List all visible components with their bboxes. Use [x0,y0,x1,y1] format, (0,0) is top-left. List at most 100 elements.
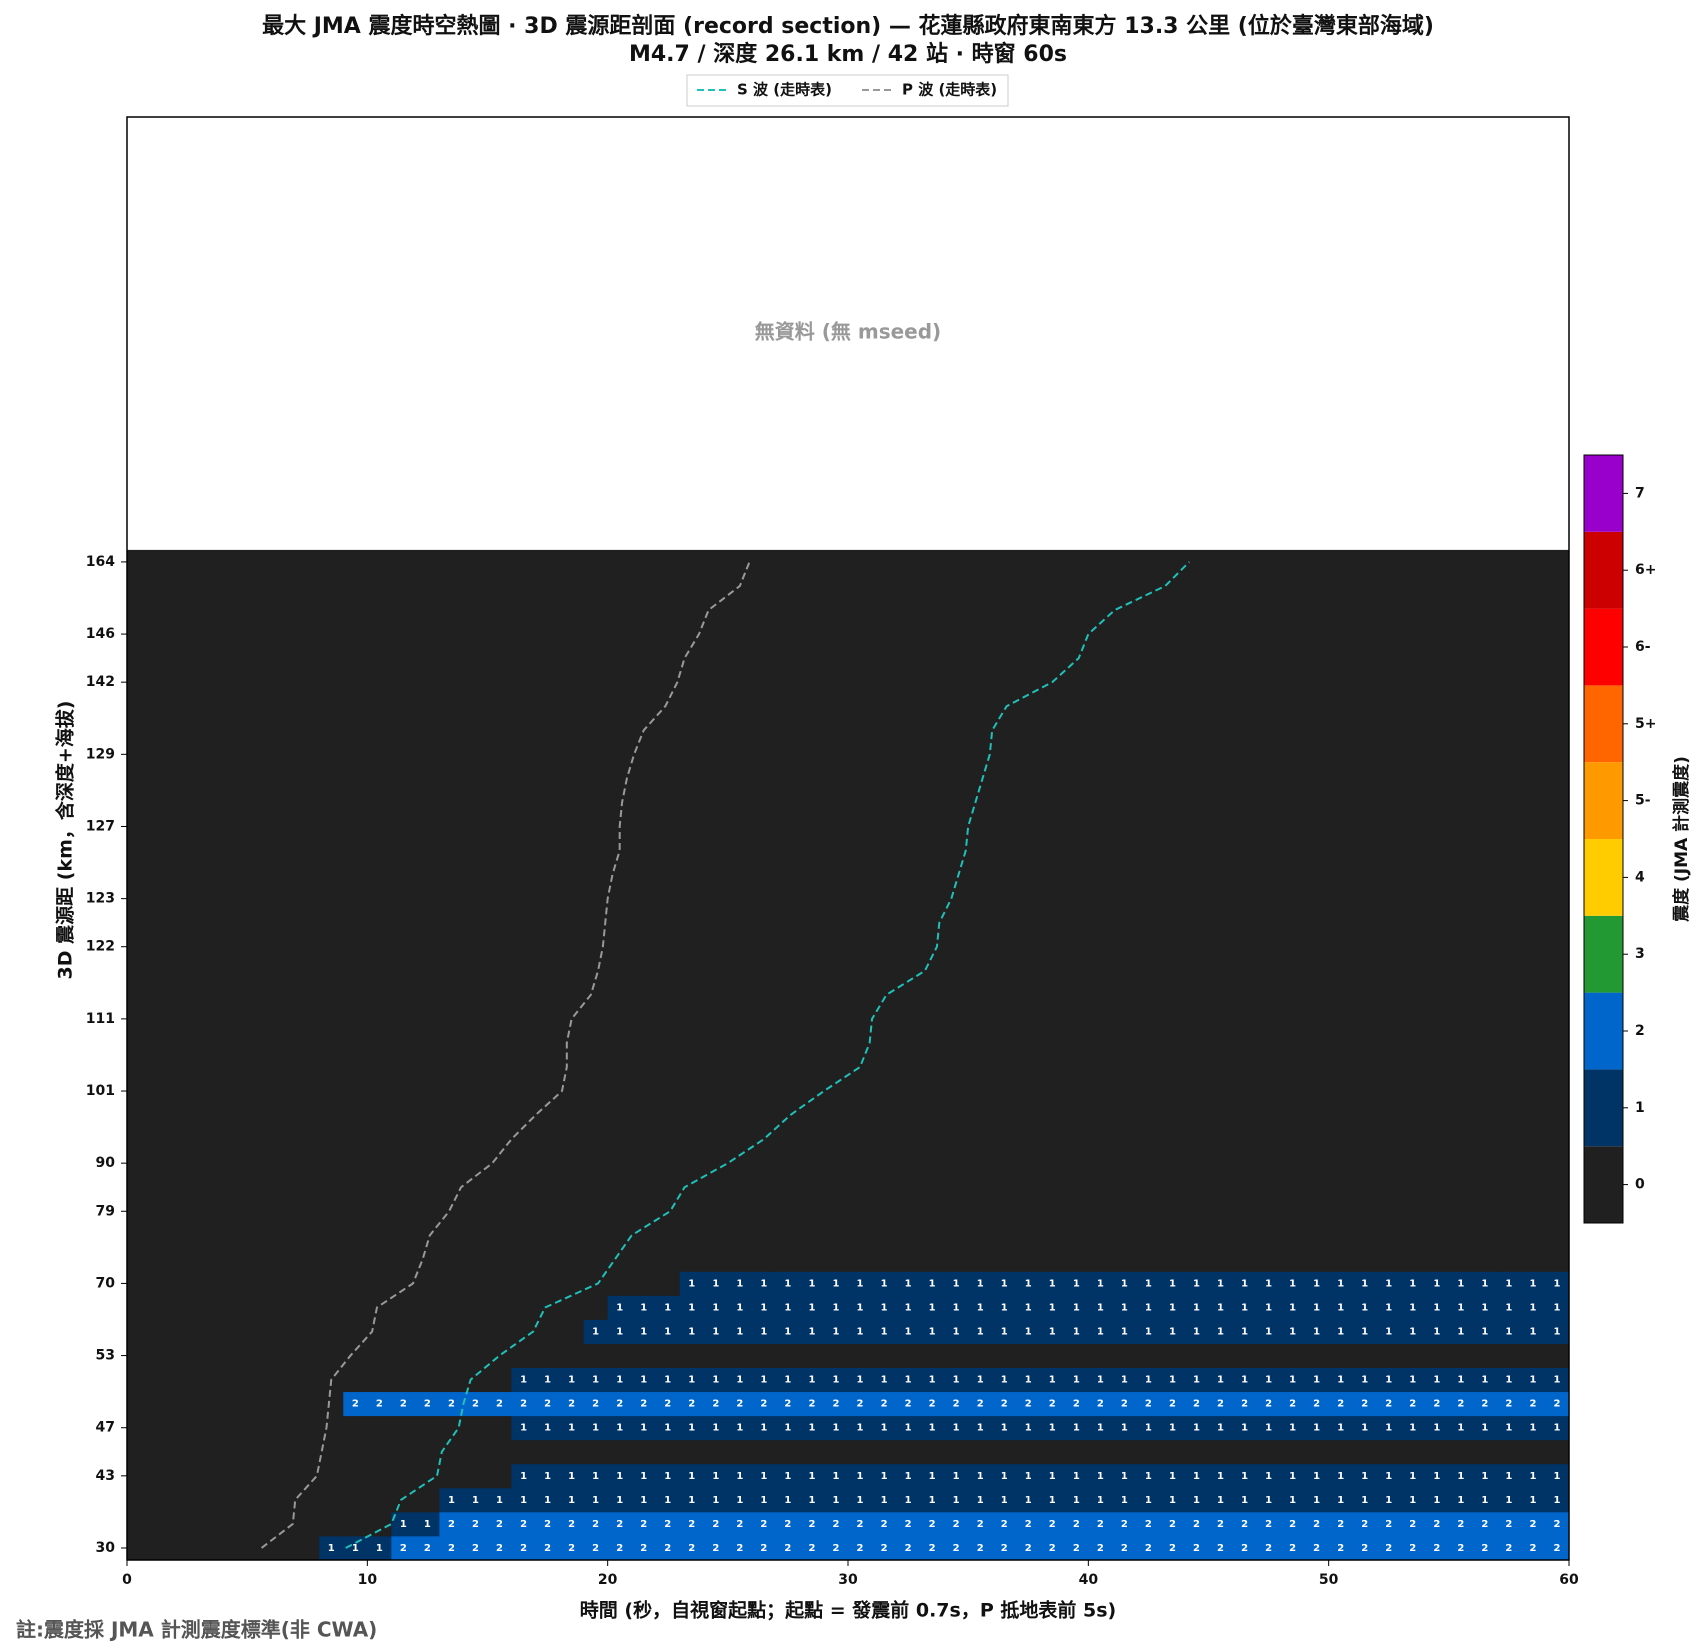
heat-cell [799,573,825,599]
cell-label: 1 [520,1423,527,1434]
heat-cell [823,1415,849,1441]
heat-cell [439,1199,464,1224]
heat-cell [1544,766,1570,791]
heat-cell [631,862,657,887]
heat-cell [848,1079,873,1104]
heat-cell [1112,622,1137,647]
heat-cell [295,910,320,936]
heat-cell [1088,790,1113,815]
heat-cell [199,1511,224,1537]
heat-cell [1184,886,1209,912]
heat-cell [1304,1247,1330,1272]
heat-cell [944,838,969,863]
heat-cell [1352,1103,1378,1128]
heat-cell [751,790,777,815]
heat-cell [751,598,777,623]
heat-cell [439,694,464,719]
heat-cell [992,1271,1017,1296]
heat-cell [1496,1511,1522,1537]
heat-cell [1544,1127,1570,1152]
cell-label: 1 [784,1375,791,1386]
heat-cell [607,1103,633,1128]
heat-cell [463,1511,488,1537]
heat-cell [247,1151,272,1176]
heat-cell [559,790,585,815]
cell-label: 1 [1097,1302,1104,1313]
heat-cell [896,1199,921,1224]
heat-cell [1208,1367,1233,1393]
heat-cell [439,1487,464,1513]
heat-cell [511,862,536,887]
heat-cell [799,910,825,936]
heat-cell [1472,1391,1498,1417]
heat-cell [607,982,633,1008]
cell-label: 2 [1337,1519,1344,1530]
heat-cell [1352,766,1378,791]
heat-cell [727,790,753,815]
cell-label: 1 [977,1423,984,1434]
heat-cell [799,934,825,960]
cell-label: 2 [400,1399,407,1410]
heat-cell [367,838,392,863]
heat-cell [319,766,344,791]
heat-cell [607,1175,633,1200]
heat-cell [920,1343,945,1368]
heat-cell [679,1006,705,1032]
heat-cell [175,622,200,647]
heat-cell [1304,549,1330,575]
cell-label: 1 [1337,1375,1344,1386]
heat-cell [679,934,705,960]
heat-cell [1328,1439,1354,1465]
heat-cell [848,1054,873,1080]
heat-cell [1472,598,1498,623]
heat-cell [823,1103,849,1128]
heat-cell [175,958,200,984]
heat-cell [295,1175,320,1200]
heat-cell [247,622,272,647]
heat-cell [1088,1511,1113,1537]
cell-label: 1 [1145,1327,1152,1338]
heat-cell [439,1079,464,1104]
heat-cell [247,1103,272,1128]
heat-cell [343,1487,368,1513]
heat-cell [1040,958,1065,984]
heat-cell [127,1343,152,1368]
cell-label: 2 [736,1399,743,1410]
heat-cell [343,1391,368,1417]
heat-cell [367,718,392,743]
heat-cell [583,1295,609,1320]
cell-label: 2 [640,1399,647,1410]
cell-label: 1 [1097,1278,1104,1289]
heat-cell [511,910,536,936]
heat-cell [487,1054,512,1080]
cell-label: 1 [1481,1327,1488,1338]
heat-cell [1280,982,1306,1008]
cell-label: 1 [1241,1375,1248,1386]
heat-cell [1448,1079,1474,1104]
heat-cell [1328,573,1354,599]
cell-label: 1 [1505,1495,1512,1506]
heat-cell [1136,814,1161,839]
heat-cell [247,718,272,743]
heat-cell [415,1535,440,1561]
heat-cell [799,1199,825,1224]
colorbar-tick-label: 5+ [1635,716,1656,732]
heat-cell [1280,1054,1306,1080]
heat-cell [1424,1391,1450,1417]
heat-cell [127,1151,152,1176]
heat-cell [175,1463,200,1489]
heat-cell [223,1511,248,1537]
heat-cell [848,549,873,575]
heat-cell [1232,910,1257,936]
heat-cell [823,1006,849,1032]
cell-label: 2 [712,1399,719,1410]
heat-cell [944,670,969,695]
heat-cell [1136,1199,1161,1224]
heat-cell [439,1391,464,1417]
heat-cell [992,910,1017,936]
heat-cell [848,573,873,599]
heat-cell [1232,1079,1257,1104]
heat-cell [271,790,296,815]
heat-cell [559,982,585,1008]
heat-cell [1064,622,1089,647]
